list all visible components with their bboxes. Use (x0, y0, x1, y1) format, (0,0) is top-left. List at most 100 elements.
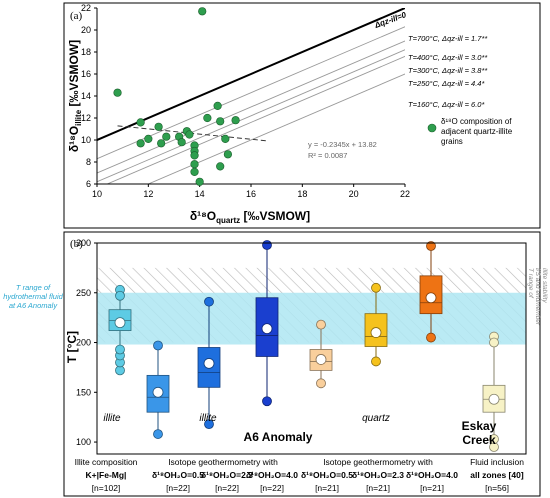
panel-a-points (113, 7, 240, 186)
whisker-cap-max (153, 340, 163, 351)
legend-text-1: δ¹⁸O composition of (441, 117, 512, 126)
mean-marker (261, 323, 273, 334)
whisker-cap-max (371, 282, 381, 293)
data-point (136, 139, 145, 148)
y-tick-label: 18 (81, 47, 91, 57)
right-label-3: illite stability (541, 268, 548, 303)
band-label-2: hydrothermal fluid (3, 292, 63, 301)
x-tick-label: 12 (143, 189, 153, 199)
whisker-cap-min (316, 378, 326, 389)
y-tick-label: 200 (76, 338, 91, 348)
y-tick-label: 22 (81, 3, 91, 13)
data-point (223, 150, 232, 159)
temp-label-300: T=300°C, Δqz-ill = 3.8** (408, 66, 488, 75)
box-2 (146, 340, 170, 439)
outlier-point (115, 344, 125, 355)
mean-marker (488, 393, 500, 405)
y-tick-label: 16 (81, 69, 91, 79)
bottom-col3-title: Isotope geothermometry with (323, 457, 433, 467)
data-point (190, 151, 199, 160)
regression-equation: y = -0.2345x + 13.82 (308, 140, 377, 149)
legend-text-2: adjacent quartz-illite (441, 127, 513, 136)
category-n: [n=21] (315, 483, 339, 493)
data-point (190, 160, 199, 169)
data-point (136, 118, 145, 127)
legend-marker (427, 123, 437, 133)
mean-marker (370, 327, 382, 338)
whisker-cap-min (371, 356, 381, 367)
panel-a-label: (a) (70, 10, 83, 22)
temp-label-250: T=250°C, Δqz-ill = 4.4* (408, 79, 485, 88)
data-point (203, 113, 212, 123)
right-label-1: T range of (527, 268, 534, 299)
x-tick-label: 10 (92, 189, 102, 199)
y-tick-label: 300 (76, 238, 91, 248)
whisker-cap-max (316, 319, 326, 330)
mean-marker (114, 317, 126, 329)
reference-line-300c (97, 49, 405, 183)
panel-b-boxes (108, 240, 506, 452)
box-8 (482, 331, 506, 452)
reference-line-160c (147, 73, 405, 184)
category-label: δ¹⁸OH₂O=2.3 (201, 470, 253, 480)
group-label-eskay-1: Eskay (462, 419, 497, 433)
bottom-col1-line1: Illite composition (75, 457, 138, 467)
regression-r2: R² = 0.0087 (308, 151, 347, 160)
hydrothermal-band (97, 292, 526, 345)
panel-b-y-ticks: 100 150 200 250 300 (76, 238, 97, 447)
category-label: δ¹⁸OH₂O=0.5 (301, 470, 353, 480)
data-point (216, 162, 225, 171)
band-label-1: T range of (16, 283, 51, 292)
data-point (216, 117, 225, 126)
legend-text-3: grains (441, 137, 463, 146)
mean-marker (315, 354, 327, 365)
category-n: [n=22] (166, 483, 190, 493)
reference-line-700c (97, 26, 405, 160)
panel-b-axes (96, 242, 527, 455)
category-label: δ¹⁸OH₂O=0.5 (152, 470, 204, 480)
data-point (162, 132, 171, 141)
whisker-cap-max (426, 241, 436, 251)
y-tick-label: 150 (76, 387, 91, 397)
category-label: δ¹⁸OH₂O=4.0 (246, 470, 298, 480)
whisker-cap-max (262, 240, 272, 250)
bottom-col1-n: [n=102] (92, 483, 121, 493)
temp-label-700: T=700°C, Δqz-ill = 1.7** (408, 34, 488, 43)
data-point (195, 177, 204, 186)
bottom-col4-line2: all zones [40] (470, 470, 524, 480)
panel-b-y-axis-label: T [°C] (65, 331, 79, 363)
category-n: [n=21] (420, 483, 444, 493)
x-tick-label: 20 (349, 189, 359, 199)
x-tick-label: 14 (195, 189, 205, 199)
outlier-point (115, 290, 125, 301)
data-point (221, 134, 230, 143)
band-label-3: at A6 Anomaly (9, 301, 58, 310)
mean-marker (152, 386, 164, 398)
y-tick-label: 10 (81, 135, 91, 145)
data-point (190, 167, 199, 176)
data-point (154, 122, 163, 131)
outlier-point (489, 434, 499, 444)
outlier-point (489, 337, 499, 348)
group-label-eskay-2: Creek (462, 433, 496, 447)
data-point (213, 101, 222, 110)
category-n: [n=22] (260, 483, 284, 493)
mineral-label-illite-2: illite (199, 413, 217, 424)
y-tick-label: 100 (76, 437, 91, 447)
mineral-label-illite-1: illite (103, 413, 121, 424)
box-5 (309, 319, 333, 389)
category-n: [n=21] (366, 483, 390, 493)
panel-b: (b) 100 150 200 250 300 T [°C] T range of hy… (3, 231, 548, 497)
whisker-cap-max (204, 296, 214, 307)
category-label: δ¹⁸OH₂O=2.3 (352, 470, 404, 480)
temp-label-400: T=400°C, Δqz-ill = 3.0** (408, 53, 488, 62)
panel-a-y-ticks: 6 8 10 12 14 16 18 20 22 (81, 3, 97, 189)
panel-a-x-axis-label: δ¹⁸Oquartz [‰VSMOW] (190, 209, 310, 225)
box-3 (197, 296, 221, 430)
panel-b-label: (b) (70, 238, 83, 250)
reference-line-delta-zero (97, 8, 405, 142)
mineral-label-quartz: quartz (362, 413, 390, 424)
panel-a-frame (63, 2, 541, 229)
data-point (231, 116, 240, 125)
